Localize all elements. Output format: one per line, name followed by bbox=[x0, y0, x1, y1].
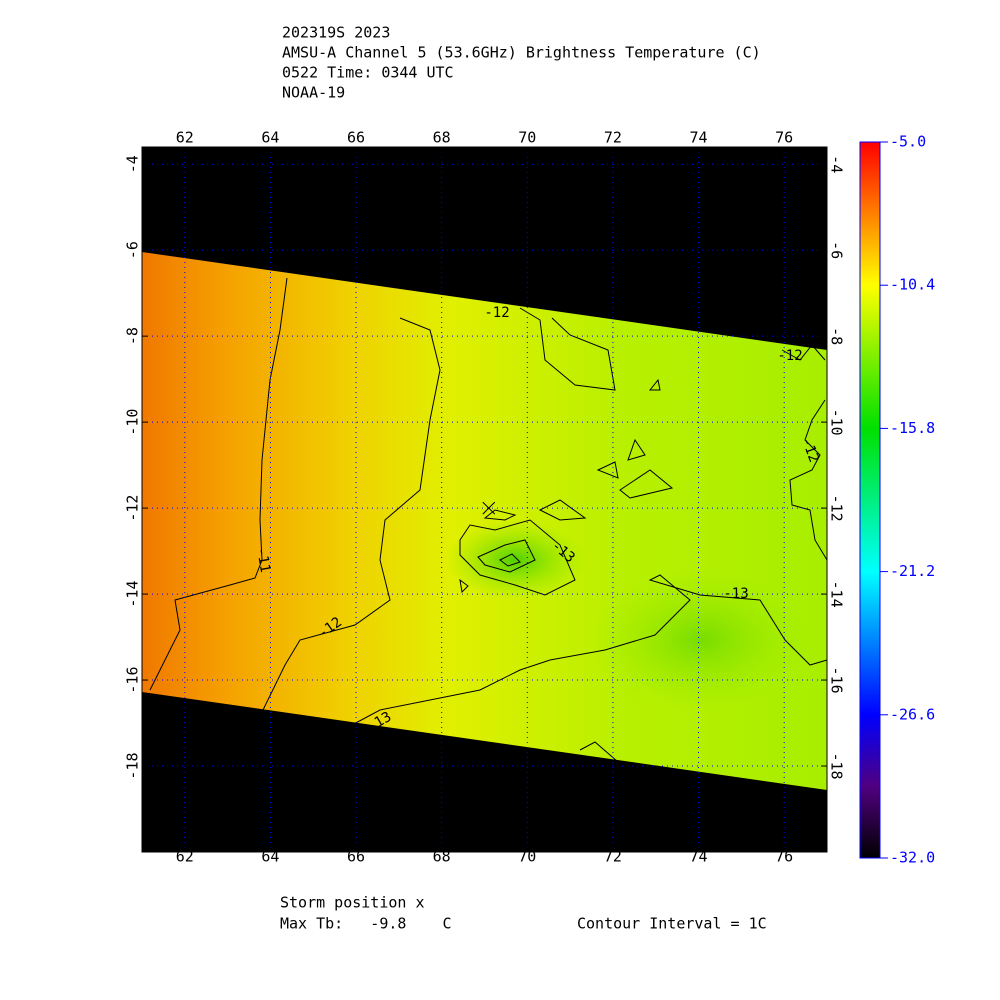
y-tick-label: -12 bbox=[124, 495, 142, 522]
y-tick-label: -8 bbox=[124, 327, 142, 345]
axis-ticks: 62 62 64 64 66 66 68 68 70 70 72 72 74 74 76 76 -4 -4 -6 -6… bbox=[124, 129, 846, 866]
header-line: NOAA-19 bbox=[282, 84, 345, 102]
colorbar-ticks: -5.0 -10.4 -15.8 -21.2 -26.6 -32.0 bbox=[880, 133, 935, 867]
colorbar-label: -21.2 bbox=[890, 562, 935, 580]
y-tick-label: -8 bbox=[828, 327, 846, 345]
y-tick-label: -4 bbox=[828, 155, 846, 173]
y-tick-label: -10 bbox=[828, 409, 846, 436]
contour-label: -13 bbox=[723, 586, 748, 602]
cold-area bbox=[445, 520, 585, 600]
contour-label: -12 bbox=[777, 348, 802, 364]
header-line: 0522 Time: 0344 UTC bbox=[282, 64, 454, 82]
colorbar bbox=[859, 141, 881, 859]
x-tick-label: 68 bbox=[433, 129, 451, 147]
y-tick-label: -16 bbox=[828, 667, 846, 694]
cold-area bbox=[590, 570, 810, 710]
y-tick-label: -6 bbox=[828, 241, 846, 259]
y-tick-label: -16 bbox=[124, 667, 142, 694]
y-tick-label: -10 bbox=[124, 409, 142, 436]
x-tick-label: 76 bbox=[775, 129, 793, 147]
x-tick-label: 74 bbox=[690, 848, 708, 866]
contour-label: -11 bbox=[253, 546, 273, 574]
x-tick-label: 66 bbox=[347, 848, 365, 866]
contour-label: -12 bbox=[484, 305, 509, 321]
footer-contour-interval: Contour Interval = 1C bbox=[577, 915, 767, 933]
colorbar-label: -26.6 bbox=[890, 705, 935, 723]
y-tick-label: -18 bbox=[828, 752, 846, 779]
contours bbox=[149, 209, 828, 769]
storm-marker bbox=[482, 501, 496, 515]
grid bbox=[142, 147, 827, 852]
x-tick-label: 76 bbox=[775, 848, 793, 866]
x-tick-label: 62 bbox=[176, 848, 194, 866]
y-tick-label: -14 bbox=[828, 581, 846, 608]
x-tick-label: 72 bbox=[604, 848, 622, 866]
x-tick-label: 62 bbox=[176, 129, 194, 147]
header-line: AMSU-A Channel 5 (53.6GHz) Brightness Te… bbox=[282, 44, 761, 62]
x-tick-label: 64 bbox=[261, 129, 279, 147]
colorbar-label: -5.0 bbox=[890, 133, 926, 151]
x-tick-label: 66 bbox=[347, 129, 365, 147]
x-tick-label: 64 bbox=[261, 848, 279, 866]
header-line: 202319S 2023 bbox=[282, 24, 390, 42]
y-tick-label: -18 bbox=[124, 752, 142, 779]
x-tick-label: 70 bbox=[518, 848, 536, 866]
header: 202319S 2023 AMSU-A Channel 5 (53.6GHz) B… bbox=[282, 24, 761, 102]
contour-label: 13 bbox=[372, 709, 395, 731]
y-tick-label: -4 bbox=[124, 155, 142, 173]
x-tick-label: 74 bbox=[690, 129, 708, 147]
colorbar-label: -10.4 bbox=[890, 276, 935, 294]
y-tick-label: -6 bbox=[124, 241, 142, 259]
x-tick-label: 70 bbox=[518, 129, 536, 147]
plot-frame bbox=[141, 146, 828, 853]
colorbar-label: -15.8 bbox=[890, 419, 935, 437]
y-tick-label: -12 bbox=[828, 495, 846, 522]
colorbar-label: -32.0 bbox=[890, 849, 935, 867]
footer-storm: Storm position x bbox=[280, 894, 425, 912]
x-tick-label: 68 bbox=[433, 848, 451, 866]
footer-max-tb: Max Tb: -9.8 C bbox=[280, 915, 452, 933]
x-tick-label: 72 bbox=[604, 129, 622, 147]
y-tick-label: -14 bbox=[124, 581, 142, 608]
